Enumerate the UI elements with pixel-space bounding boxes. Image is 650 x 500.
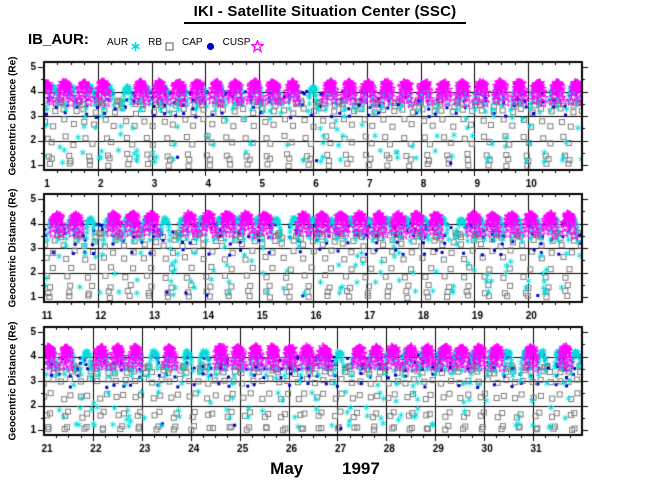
x-axis-year: 1997: [341, 459, 380, 478]
legend-item-cusp: CUSP: [223, 37, 265, 53]
aur-asterisk-icon: [131, 42, 140, 51]
legend-label-cusp: CUSP: [222, 37, 251, 48]
legend-item-rb: RB: [148, 37, 176, 53]
rb-open-square-icon: [165, 42, 174, 51]
y-axis-label-panel-2: Geocentric Distance (Re): [7, 188, 19, 308]
legend-label-cap: CAP: [182, 37, 203, 48]
legend-item-cap: CAP: [182, 37, 217, 53]
dataset-label: IB_AUR:: [28, 31, 89, 48]
cap-filled-circle-icon: [206, 42, 214, 51]
legend-label-aur: AUR: [107, 37, 129, 48]
legend-item-aur: AUR: [107, 37, 142, 53]
cusp-open-star-icon: [251, 40, 265, 53]
y-axis-label-panel-1: Geocentric Distance (Re): [7, 56, 19, 176]
x-axis-title: May 1997: [0, 459, 650, 479]
page-title-row: IKI - Satellite Situation Center (SSC): [0, 3, 650, 24]
legend-label-rb: RB: [148, 37, 163, 48]
x-axis-month: May: [270, 459, 304, 478]
page-title: IKI - Satellite Situation Center (SSC): [183, 3, 467, 24]
legend: AUR RB CAP CUSP: [107, 37, 270, 53]
y-axis-label-panel-3: Geocentric Distance (Re): [7, 321, 19, 441]
